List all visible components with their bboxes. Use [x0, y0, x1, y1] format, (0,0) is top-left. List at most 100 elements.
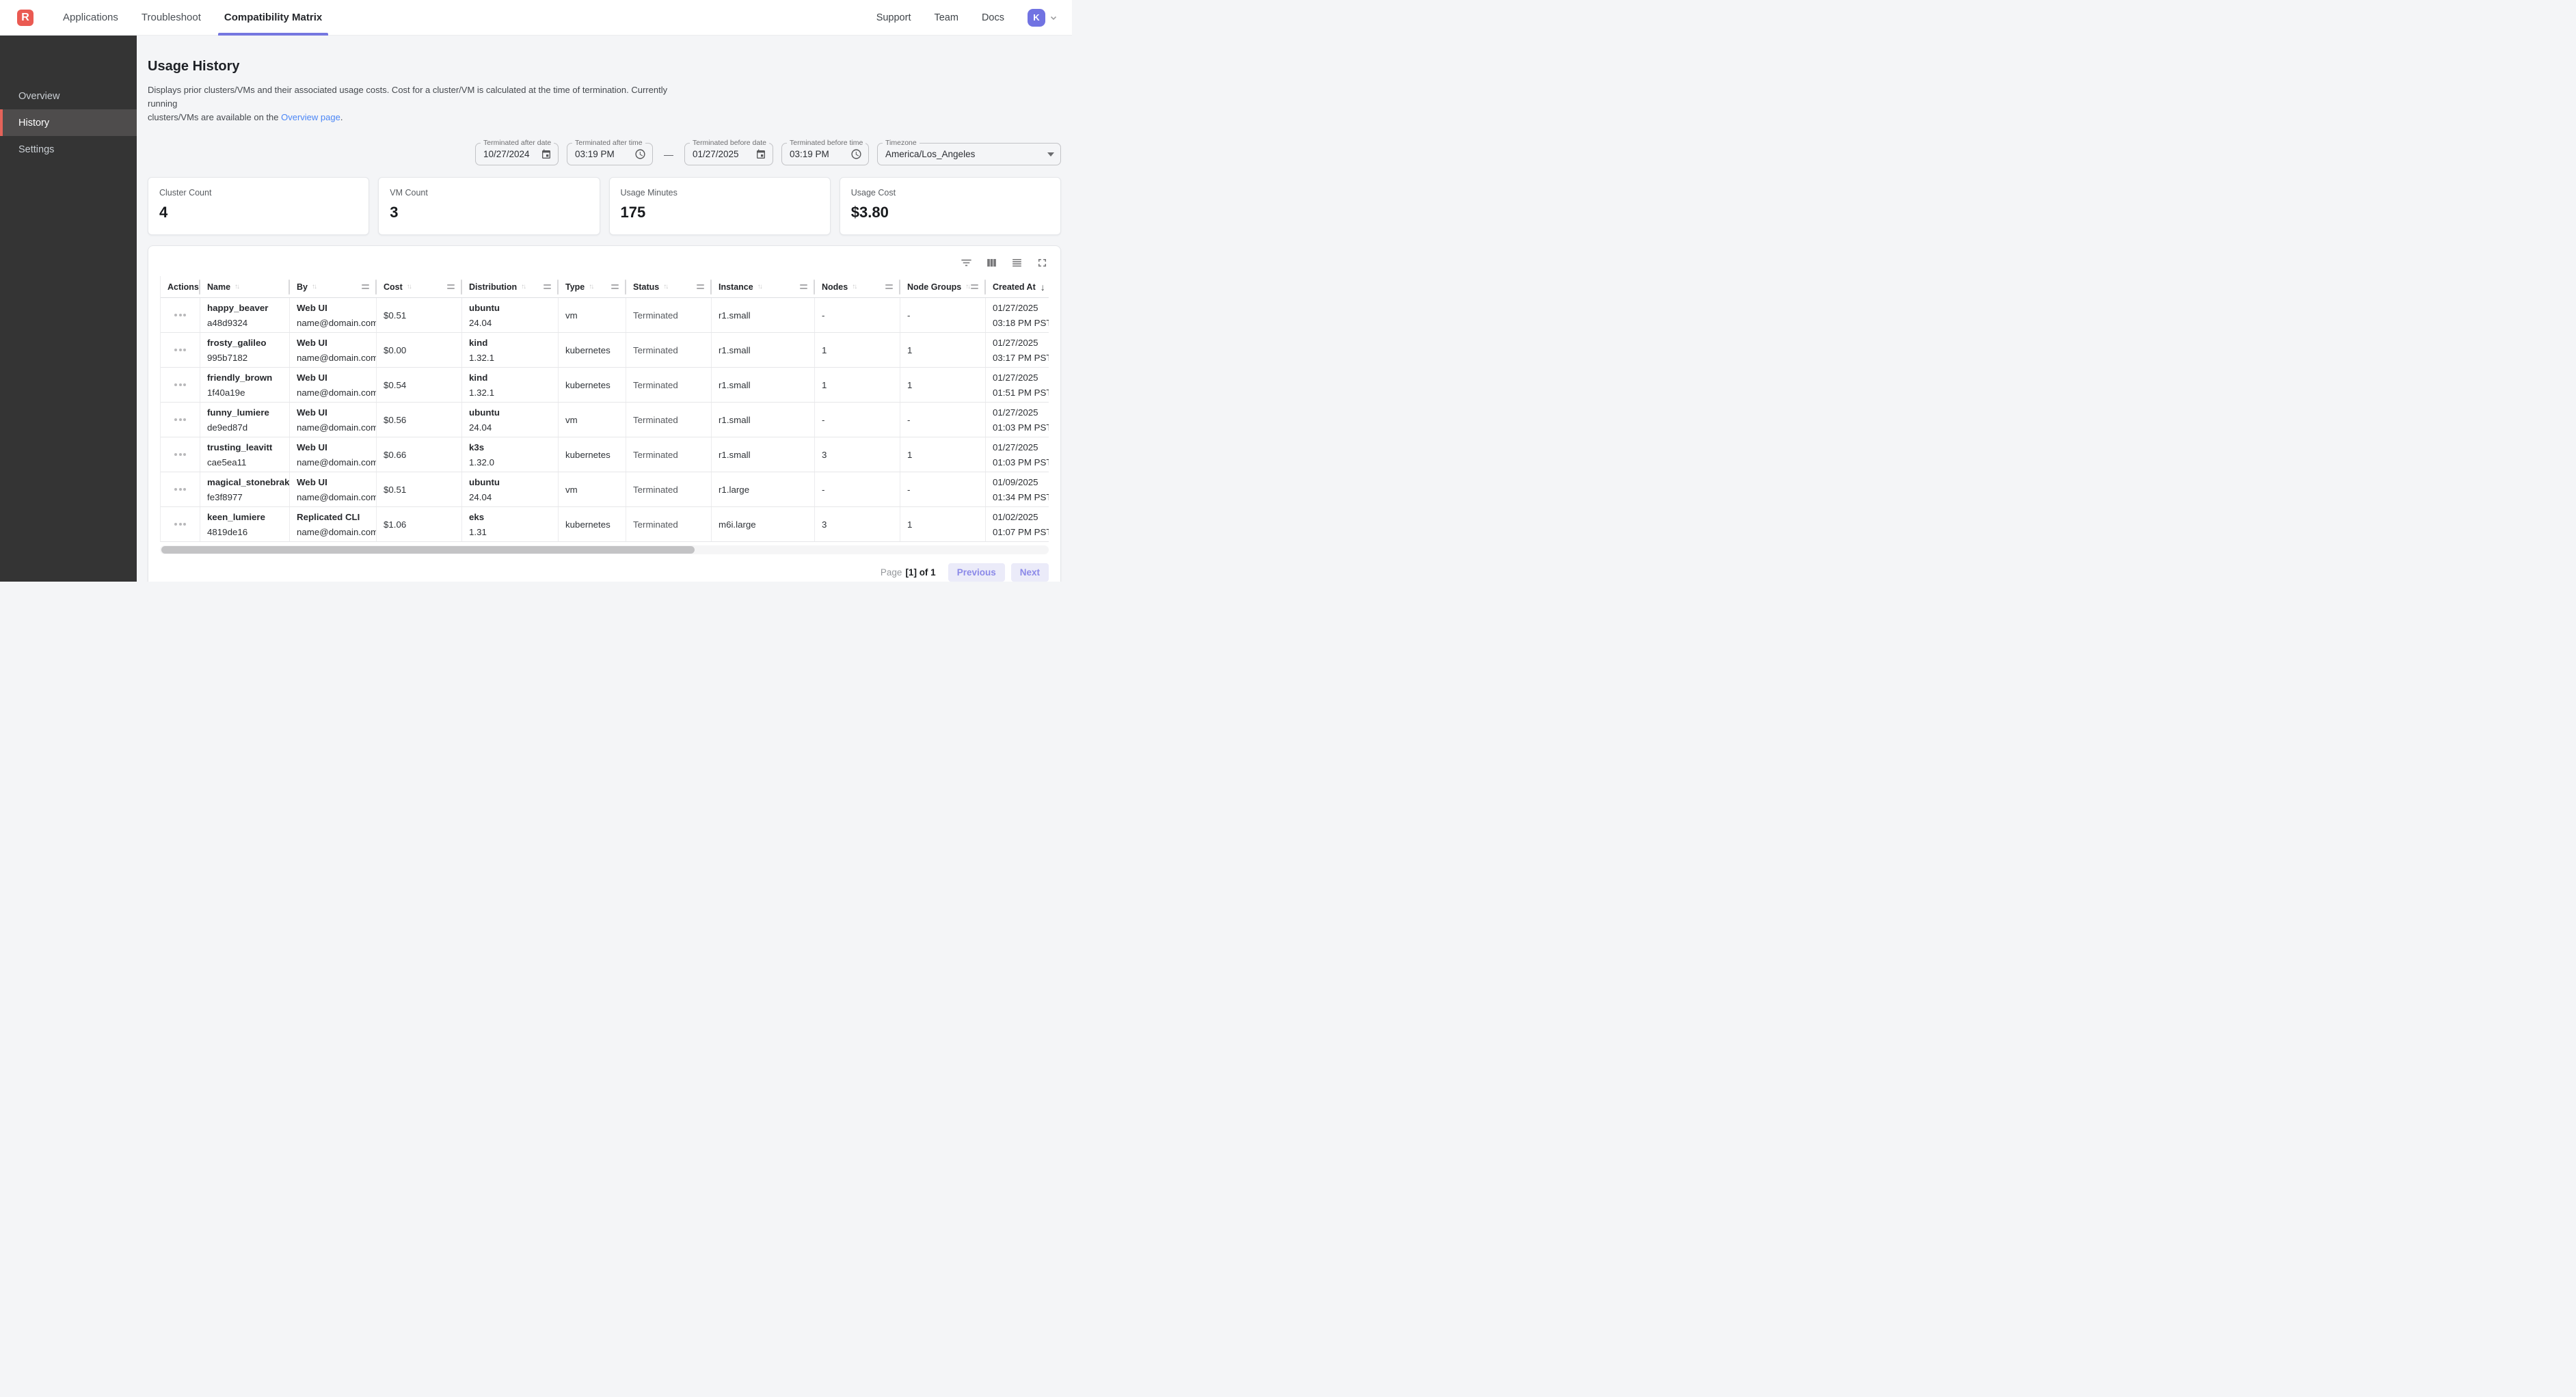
column-header[interactable]: Distribution ↑↓ [462, 276, 559, 297]
table-body: happy_beaver a48d9324 Web UI name@domain… [161, 298, 1049, 542]
cluster-name: magical_stonebraker [207, 477, 285, 487]
column-menu-icon[interactable] [971, 284, 978, 290]
column-label: Name [207, 282, 230, 292]
terminated-before-date-input[interactable]: Terminated before date 01/27/2025 [684, 143, 773, 165]
next-page-button[interactable]: Next [1011, 563, 1049, 582]
sort-icon: ↑↓ [663, 283, 667, 290]
created-by-source: Replicated CLI [297, 512, 372, 522]
cluster-name: keen_lumiere [207, 512, 285, 522]
replicated-logo[interactable]: R [17, 10, 33, 26]
description-period: . [340, 112, 343, 122]
stat-value: 175 [621, 204, 819, 221]
calendar-icon[interactable] [541, 149, 552, 160]
column-menu-icon[interactable] [697, 284, 704, 290]
top-navbar: R Applications Troubleshoot Compatibilit… [0, 0, 1072, 36]
column-menu-icon[interactable] [362, 284, 369, 290]
table-row: funny_lumiere de9ed87d Web UI name@domai… [161, 403, 1049, 437]
nav-compatibility-matrix[interactable]: Compatibility Matrix [218, 0, 328, 36]
account-menu-button[interactable]: K [1028, 9, 1058, 27]
column-menu-icon[interactable] [611, 284, 619, 290]
created-at-cell: 01/27/2025 01:03 PM PST [986, 403, 1049, 437]
column-header[interactable]: Nodes ↑↓ [815, 276, 900, 297]
row-actions-button[interactable] [170, 414, 190, 425]
row-actions-button[interactable] [170, 379, 190, 390]
row-actions-button[interactable] [170, 519, 190, 530]
created-by-email-link[interactable]: name@domain.com [297, 353, 372, 363]
created-by-email-link[interactable]: name@domain.com [297, 388, 372, 398]
sidebar-item-history[interactable]: History [0, 109, 137, 136]
created-by-source: Web UI [297, 477, 372, 487]
nav-applications[interactable]: Applications [57, 0, 124, 36]
nav-support[interactable]: Support [876, 12, 911, 23]
row-actions-button[interactable] [170, 484, 190, 495]
date-range-separator: — [661, 149, 676, 160]
created-by-email-link[interactable]: name@domain.com [297, 318, 372, 328]
column-label: Distribution [469, 282, 517, 292]
main-content: Usage History Displays prior clusters/VM… [137, 36, 1072, 582]
status-cell: Terminated [626, 298, 712, 332]
nav-troubleshoot[interactable]: Troubleshoot [135, 0, 207, 36]
nav-docs[interactable]: Docs [982, 12, 1004, 23]
filter-icon[interactable] [957, 254, 975, 271]
column-label: Nodes [822, 282, 848, 292]
sidebar-item-settings[interactable]: Settings [0, 136, 137, 163]
terminated-before-time-input[interactable]: Terminated before time 03:19 PM [781, 143, 869, 165]
density-icon[interactable] [1008, 254, 1025, 271]
clock-icon[interactable] [634, 148, 646, 160]
horizontal-scrollbar[interactable] [160, 545, 1049, 554]
column-header[interactable]: Type ↑↓ [559, 276, 626, 297]
column-header[interactable]: Actions [161, 276, 200, 297]
description-line1: Displays prior clusters/VMs and their as… [148, 85, 667, 109]
distribution-version: 1.32.1 [469, 388, 554, 398]
nav-team[interactable]: Team [934, 12, 958, 23]
clock-icon[interactable] [850, 148, 862, 160]
column-header[interactable]: Cost ↑↓ [377, 276, 462, 297]
created-date: 01/27/2025 [993, 442, 1049, 452]
column-header[interactable]: Name ↑↓ [200, 276, 290, 297]
column-menu-icon[interactable] [447, 284, 455, 290]
created-time: 03:18 PM PST [993, 318, 1049, 328]
column-menu-icon[interactable] [800, 284, 807, 290]
created-by-email-link[interactable]: name@domain.com [297, 492, 372, 502]
table-toolbar [148, 252, 1060, 273]
field-label: Terminated after date [481, 139, 554, 147]
created-date: 01/27/2025 [993, 303, 1049, 313]
timezone-select[interactable]: Timezone America/Los_Angeles [877, 143, 1061, 165]
column-header[interactable]: By ↑↓ [290, 276, 377, 297]
instance-cell: r1.small [712, 298, 815, 332]
column-header[interactable]: Created At ↓ [986, 276, 1049, 297]
column-header[interactable]: Node Groups ↑↓ [900, 276, 986, 297]
cluster-id: cae5ea11 [207, 457, 285, 467]
primary-nav: Applications Troubleshoot Compatibility … [51, 0, 334, 36]
terminated-after-date-input[interactable]: Terminated after date 10/27/2024 [475, 143, 559, 165]
row-actions-button[interactable] [170, 344, 190, 355]
column-header[interactable]: Status ↑↓ [626, 276, 712, 297]
stat-card: Usage Minutes 175 [609, 177, 831, 235]
created-at-cell: 01/27/2025 01:51 PM PST [986, 368, 1049, 402]
calendar-icon[interactable] [755, 149, 766, 160]
sort-icon: ↑↓ [407, 283, 411, 290]
overview-page-link[interactable]: Overview page [281, 112, 340, 122]
created-by-email-link[interactable]: name@domain.com [297, 527, 372, 537]
node-groups-cell: 1 [900, 507, 986, 541]
scrollbar-thumb[interactable] [161, 546, 695, 554]
instance-cell: r1.small [712, 403, 815, 437]
distribution-name: k3s [469, 442, 554, 452]
columns-icon[interactable] [982, 254, 1000, 271]
created-by-email-link[interactable]: name@domain.com [297, 457, 372, 467]
terminated-after-time-input[interactable]: Terminated after time 03:19 PM [567, 143, 653, 165]
created-by-email-link[interactable]: name@domain.com [297, 422, 372, 433]
fullscreen-icon[interactable] [1033, 254, 1051, 271]
distribution-name: ubuntu [469, 303, 554, 313]
column-menu-icon[interactable] [885, 284, 893, 290]
type-cell: kubernetes [559, 507, 626, 541]
description-line2: clusters/VMs are available on the [148, 112, 281, 122]
row-actions-button[interactable] [170, 449, 190, 460]
column-menu-icon[interactable] [544, 284, 551, 290]
previous-page-button[interactable]: Previous [948, 563, 1005, 582]
avatar: K [1028, 9, 1045, 27]
sidebar-item-overview[interactable]: Overview [0, 83, 137, 109]
column-header[interactable]: Instance ↑↓ [712, 276, 815, 297]
table-row: friendly_brown 1f40a19e Web UI name@doma… [161, 368, 1049, 403]
row-actions-button[interactable] [170, 310, 190, 321]
